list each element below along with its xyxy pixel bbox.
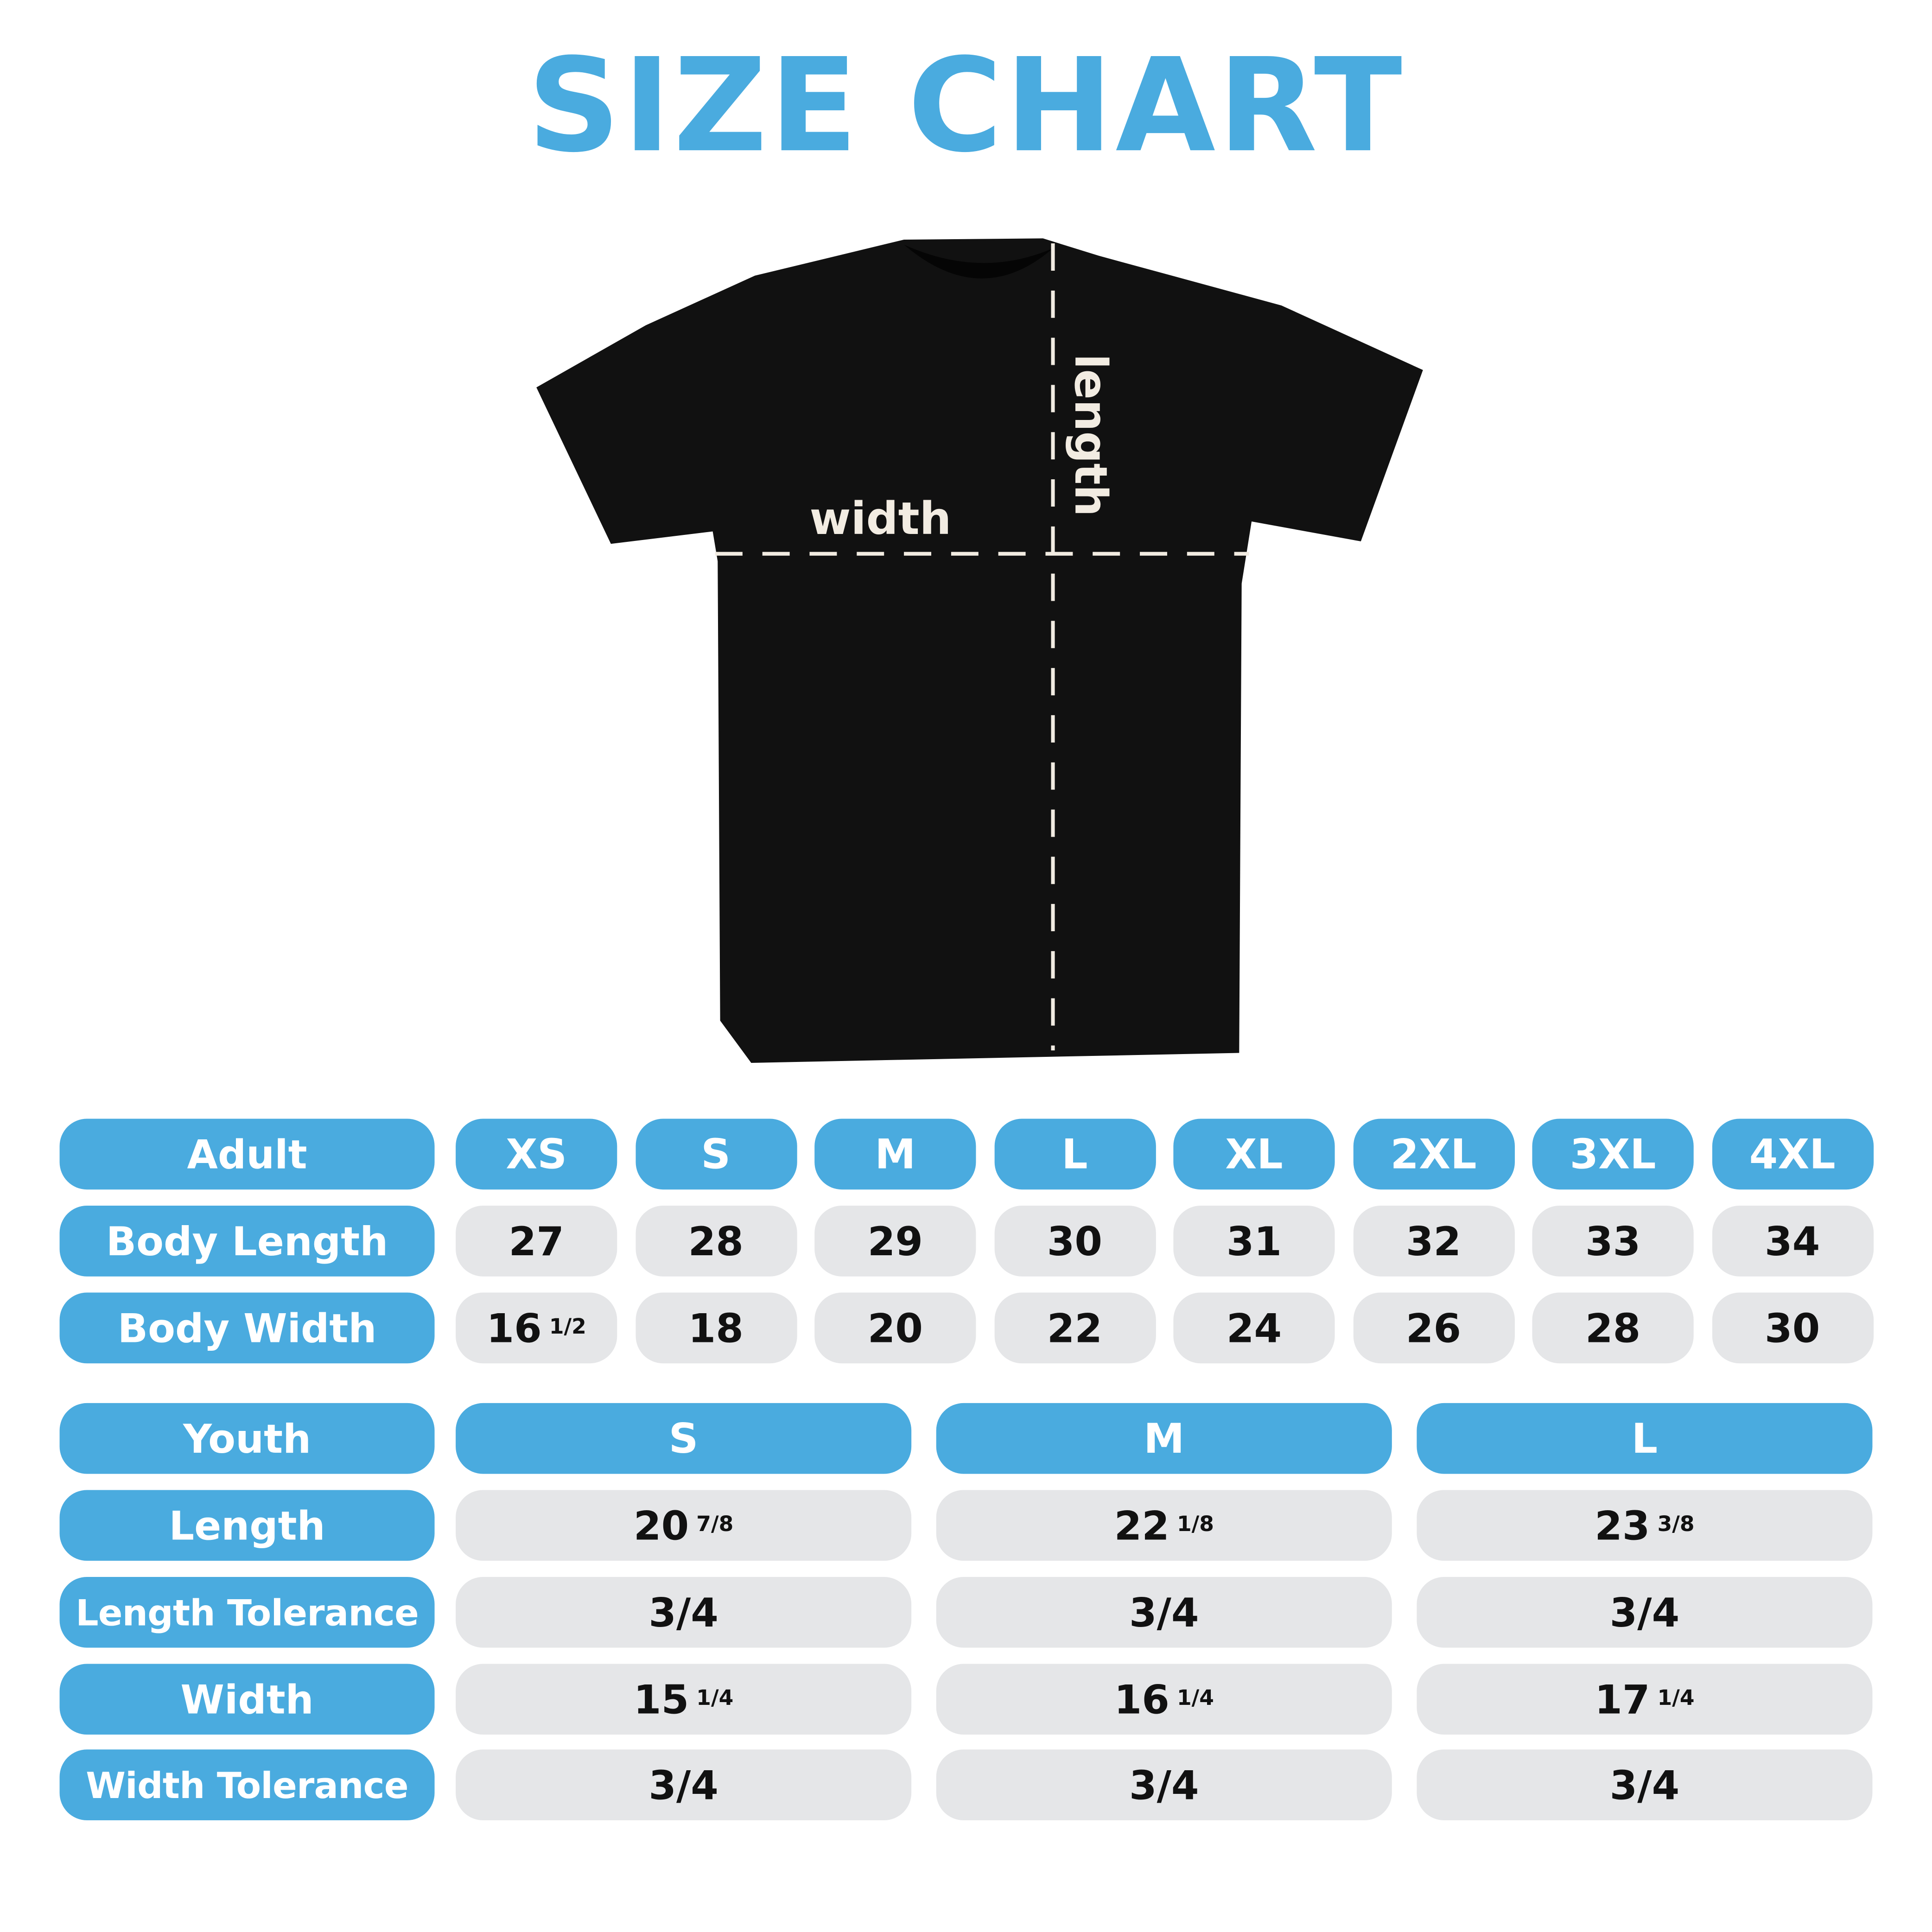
adult-header: Adult	[59, 1119, 435, 1190]
value-whole: 3/4	[1129, 1589, 1199, 1636]
size-header-l: L	[994, 1119, 1156, 1190]
value-whole: 28	[688, 1217, 744, 1265]
table-cell: 34	[1711, 1206, 1873, 1277]
value-fraction: 1/4	[1657, 1685, 1695, 1710]
value-whole: 18	[688, 1304, 744, 1352]
value-whole: 3/4	[1129, 1761, 1199, 1809]
table-cell: 22	[994, 1292, 1156, 1364]
table-cell: 30	[1711, 1292, 1873, 1364]
table-cell: 3/4	[936, 1576, 1392, 1648]
table-cell: 16 1/2	[456, 1292, 617, 1364]
table-cell: 20	[814, 1292, 976, 1364]
tshirt-diagram: width length	[536, 238, 1423, 1063]
value-whole: 22	[1114, 1501, 1169, 1549]
value-whole: 16	[486, 1304, 542, 1352]
table-cell: 23 3/8	[1417, 1490, 1873, 1561]
table-cell: 3/4	[936, 1749, 1392, 1820]
table-cell: 20 7/8	[456, 1490, 912, 1561]
value-whole: 16	[1114, 1675, 1169, 1723]
size-header-4xl: 4XL	[1711, 1119, 1873, 1190]
youth-header: Youth	[59, 1403, 435, 1474]
table-cell: 28	[635, 1206, 797, 1277]
value-fraction: 1/4	[1176, 1685, 1214, 1710]
row-label: Body Length	[59, 1206, 435, 1277]
page-title: SIZE CHART	[527, 30, 1405, 182]
tshirt-collar	[904, 244, 1053, 279]
value-whole: 23	[1595, 1501, 1650, 1549]
value-whole: 28	[1585, 1304, 1641, 1352]
value-whole: 30	[1765, 1304, 1820, 1352]
value-whole: 33	[1585, 1217, 1641, 1265]
row-label: Width	[59, 1664, 435, 1735]
value-whole: 31	[1226, 1217, 1282, 1265]
value-fraction: 1/8	[1176, 1512, 1214, 1537]
table-cell: 29	[814, 1206, 976, 1277]
table-cell: 3/4	[456, 1576, 912, 1648]
table-cell: 33	[1532, 1206, 1694, 1277]
value-whole: 17	[1595, 1675, 1650, 1723]
table-cell: 16 1/4	[936, 1664, 1392, 1735]
value-whole: 26	[1405, 1304, 1462, 1352]
value-fraction: 1/2	[549, 1314, 586, 1339]
value-whole: 22	[1047, 1304, 1103, 1352]
row-label: Length Tolerance	[59, 1576, 435, 1648]
row-label: Body Width	[59, 1292, 435, 1364]
youth-size-header-s: S	[456, 1403, 912, 1474]
table-cell: 3/4	[456, 1749, 912, 1820]
table-cell: 3/4	[1417, 1749, 1873, 1820]
youth-size-header-m: M	[936, 1403, 1392, 1474]
size-header-2xl: 2XL	[1353, 1119, 1514, 1190]
row-label: Width Tolerance	[59, 1749, 435, 1820]
youth-size-header-l: L	[1417, 1403, 1873, 1474]
value-whole: 34	[1765, 1217, 1820, 1265]
value-whole: 3/4	[1609, 1761, 1680, 1809]
value-fraction: 3/8	[1657, 1512, 1695, 1537]
tshirt-shape	[536, 238, 1423, 1063]
table-cell: 27	[456, 1206, 617, 1277]
value-whole: 3/4	[648, 1589, 718, 1636]
value-whole: 29	[867, 1217, 923, 1265]
table-cell: 22 1/8	[936, 1490, 1392, 1561]
value-whole: 24	[1226, 1304, 1282, 1352]
value-whole: 3/4	[648, 1761, 718, 1809]
value-whole: 30	[1047, 1217, 1103, 1265]
table-cell: 31	[1173, 1206, 1335, 1277]
table-cell: 17 1/4	[1417, 1664, 1873, 1735]
value-whole: 32	[1405, 1217, 1462, 1265]
table-cell: 28	[1532, 1292, 1694, 1364]
value-whole: 20	[867, 1304, 923, 1352]
size-header-xl: XL	[1173, 1119, 1335, 1190]
table-cell: 15 1/4	[456, 1664, 912, 1735]
value-whole: 15	[633, 1675, 689, 1723]
length-label: length	[1065, 354, 1117, 516]
table-cell: 24	[1173, 1292, 1335, 1364]
table-cell: 18	[635, 1292, 797, 1364]
size-header-xs: XS	[456, 1119, 617, 1190]
size-header-s: S	[635, 1119, 797, 1190]
size-header-3xl: 3XL	[1532, 1119, 1694, 1190]
size-header-m: M	[814, 1119, 976, 1190]
table-cell: 26	[1353, 1292, 1514, 1364]
row-label: Length	[59, 1490, 435, 1561]
value-whole: 27	[508, 1217, 564, 1265]
table-cell: 30	[994, 1206, 1156, 1277]
table-cell: 32	[1353, 1206, 1514, 1277]
width-label: width	[810, 492, 952, 545]
value-whole: 20	[633, 1501, 689, 1549]
table-cell: 3/4	[1417, 1576, 1873, 1648]
value-whole: 3/4	[1609, 1589, 1680, 1636]
value-fraction: 1/4	[696, 1685, 734, 1710]
value-fraction: 7/8	[696, 1512, 734, 1537]
